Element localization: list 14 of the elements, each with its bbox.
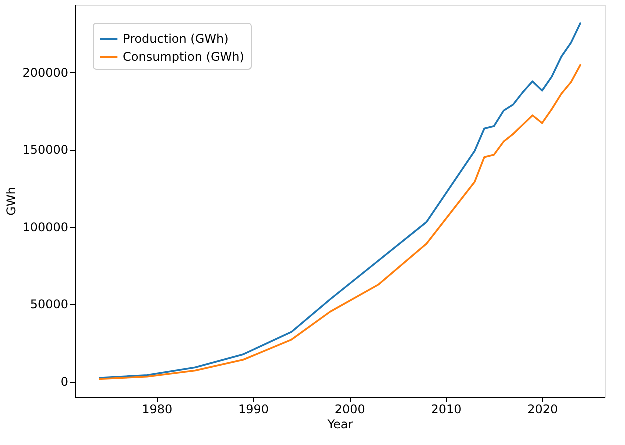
x-axis-title: Year [326, 418, 354, 432]
y-axis-title: GWh [4, 187, 19, 216]
x-tick-label: 2010 [431, 402, 462, 416]
y-tick-label: 50000 [30, 298, 68, 312]
x-tick-label: 1990 [238, 402, 270, 416]
y-tick-label: 200000 [22, 66, 68, 80]
legend-label: Production (GWh) [123, 32, 229, 46]
y-tick-label: 150000 [22, 143, 68, 158]
x-tick-label: 2000 [334, 402, 366, 416]
y-tick-label: 0 [60, 375, 68, 390]
y-tick-label: 100000 [22, 220, 68, 234]
x-tick-label: 1980 [142, 402, 173, 416]
legend-label: Consumption (GWh) [123, 50, 244, 64]
x-tick-label: 2020 [528, 402, 558, 416]
